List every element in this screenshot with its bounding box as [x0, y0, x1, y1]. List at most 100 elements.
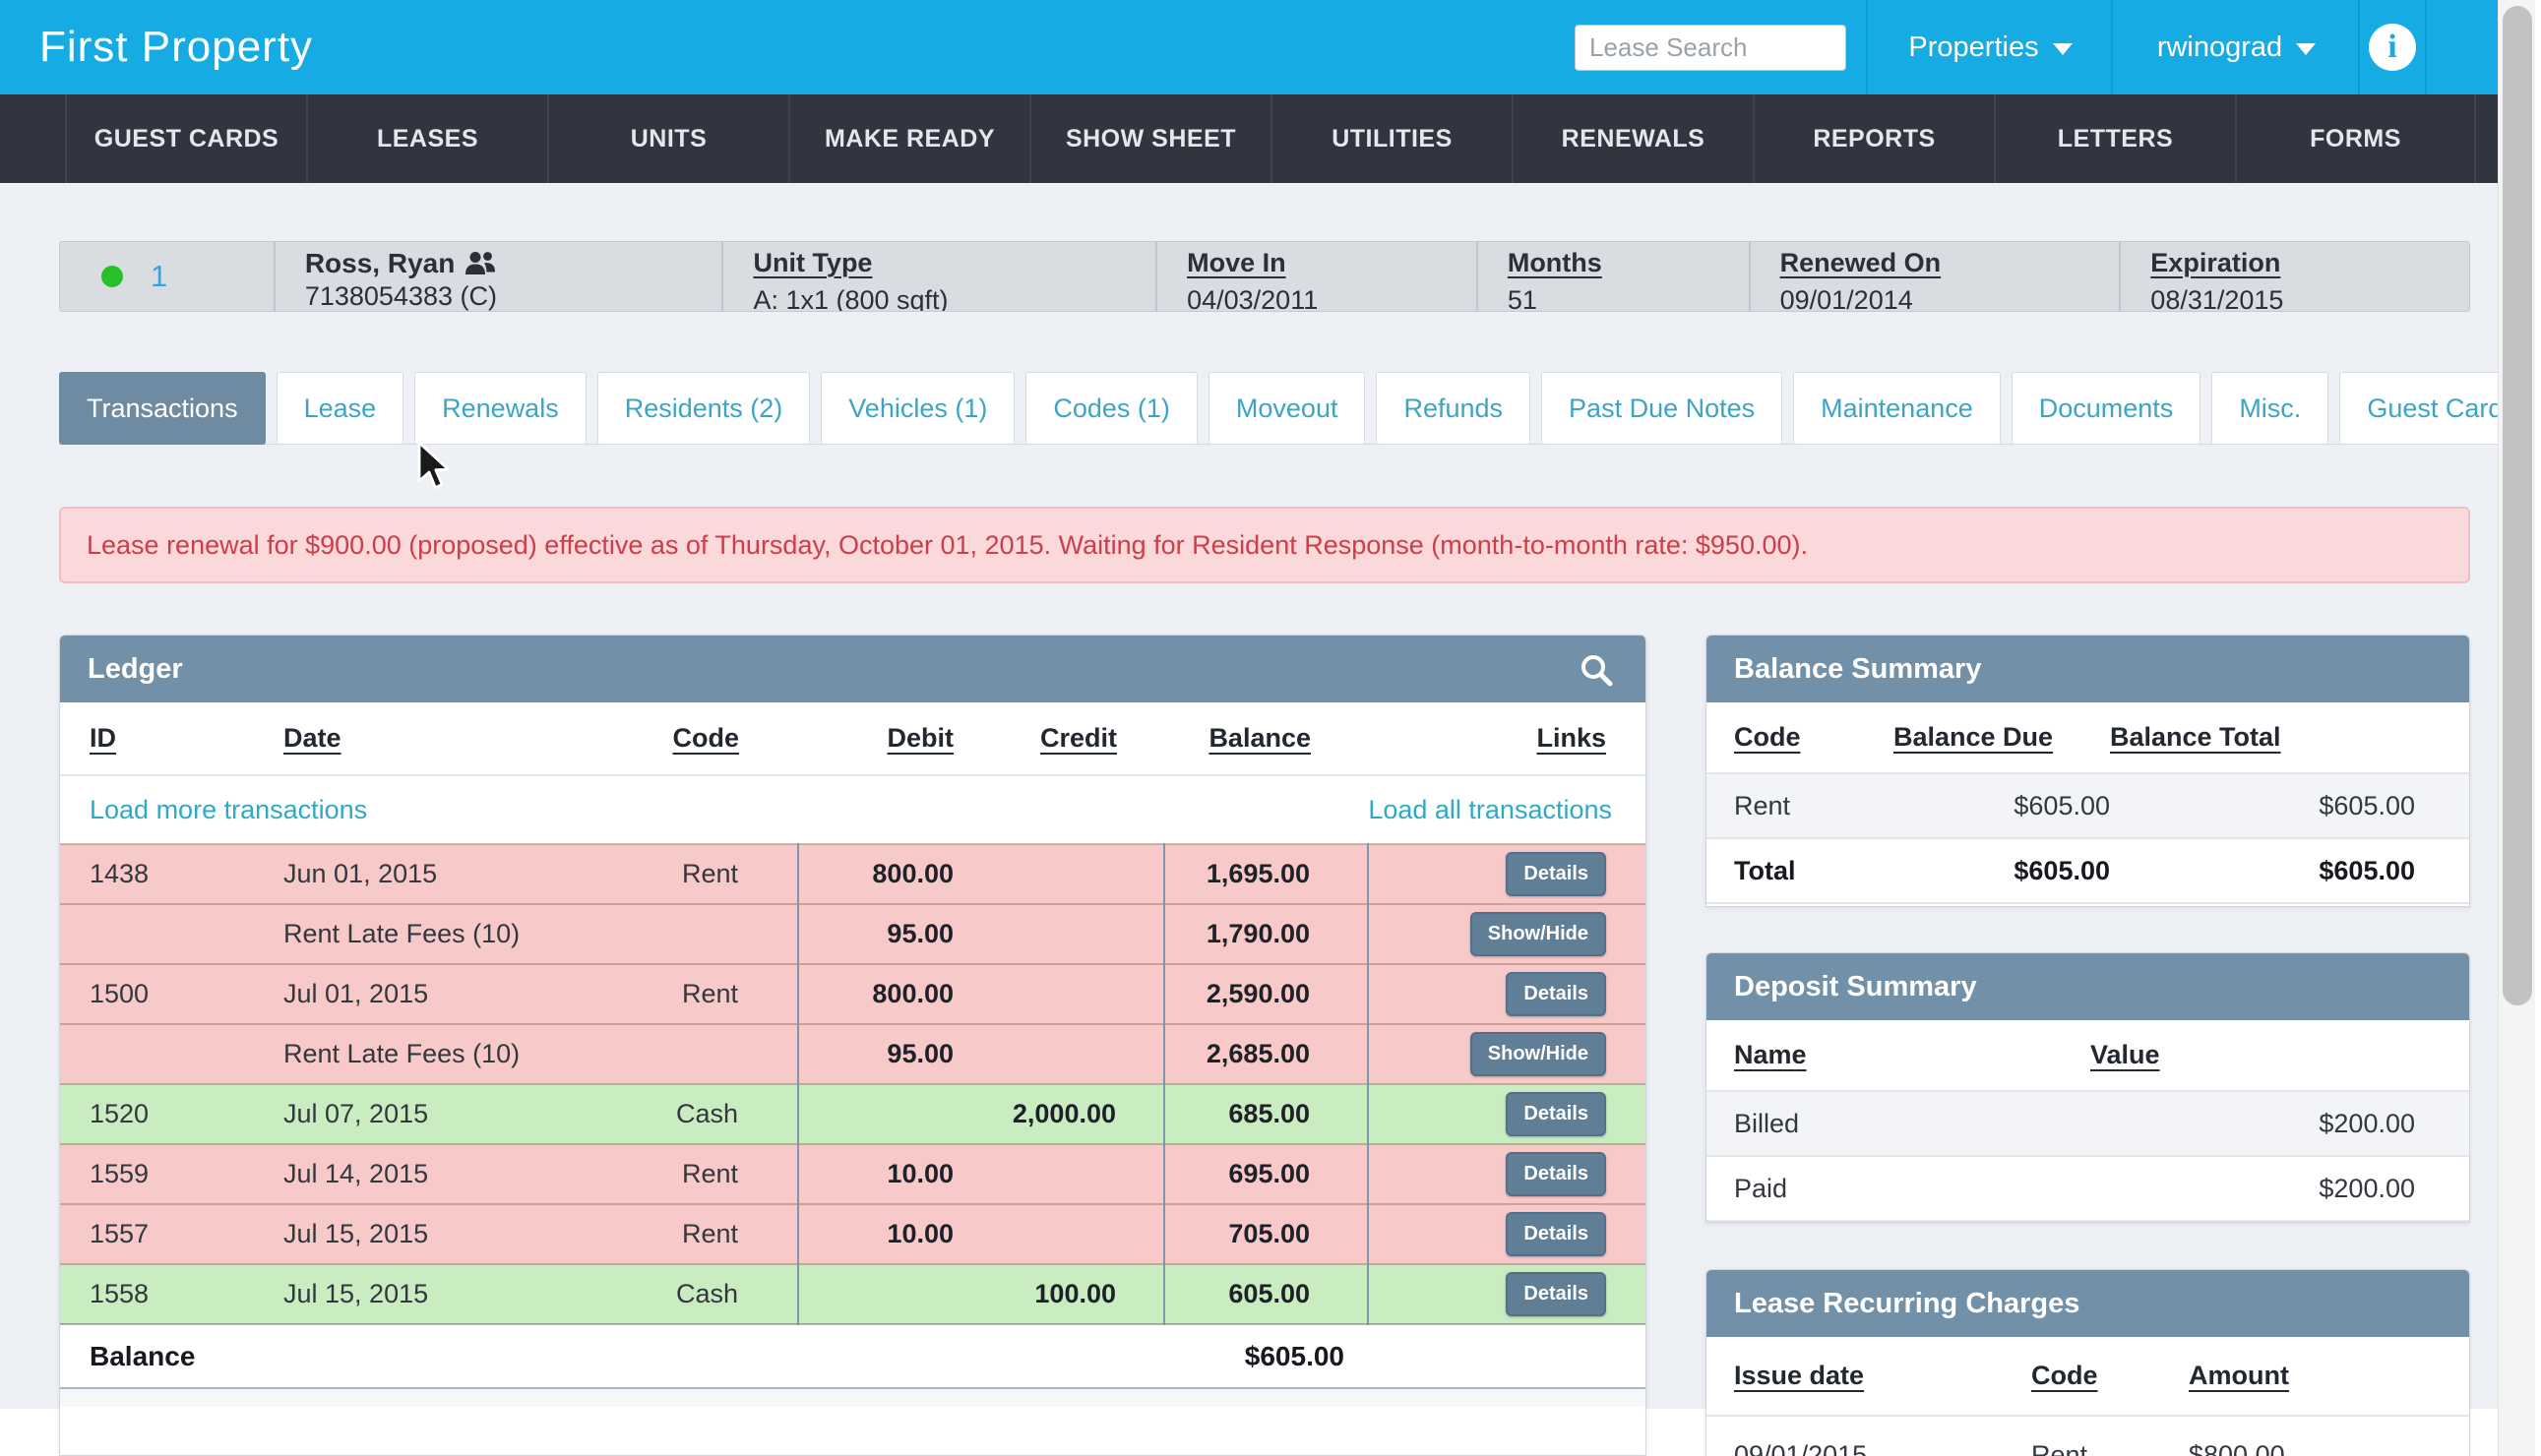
deposit-summary-table: Name Value Billed $200.00 Paid $200.00: [1706, 1020, 2469, 1222]
tab-transactions[interactable]: Transactions: [59, 372, 266, 445]
tab-renewals[interactable]: Renewals: [414, 372, 587, 445]
ledger-col-links[interactable]: Links: [1536, 723, 1606, 753]
details-button[interactable]: Details: [1506, 1092, 1606, 1136]
tab-residents[interactable]: Residents (2): [596, 372, 811, 445]
nav-item-units[interactable]: UNITS: [547, 94, 788, 183]
tab-maintenance[interactable]: Maintenance: [1793, 372, 2001, 445]
deposit-summary-title: Deposit Summary: [1734, 970, 1977, 1002]
tab-misc[interactable]: Misc.: [2211, 372, 2329, 445]
alert-text: Lease renewal for $900.00 (proposed) eff…: [87, 529, 1808, 560]
nav-item-show-sheet[interactable]: SHOW SHEET: [1029, 94, 1270, 183]
tab-vehicles[interactable]: Vehicles (1): [821, 372, 1016, 445]
months-label[interactable]: Months: [1507, 248, 1602, 277]
scrollbar-thumb[interactable]: [2503, 6, 2532, 1005]
tab-past-due-notes[interactable]: Past Due Notes: [1541, 372, 1783, 445]
tab-moveout[interactable]: Moveout: [1208, 372, 1366, 445]
ledger-col-credit[interactable]: Credit: [1039, 723, 1117, 753]
details-button[interactable]: Details: [1506, 1152, 1606, 1196]
table-row: 1520 Jul 07, 2015 Cash 2,000.00 685.00 D…: [60, 1083, 1645, 1144]
table-row: 1438 Jun 01, 2015 Rent 800.00 1,695.00 D…: [60, 843, 1645, 904]
nav-item-utilities[interactable]: UTILITIES: [1270, 94, 1512, 183]
search-input[interactable]: [1575, 25, 1846, 71]
bs-col-balance-due[interactable]: Balance Due: [1893, 722, 2054, 752]
show-hide-button[interactable]: Show/Hide: [1469, 1032, 1606, 1076]
ledger-col-balance[interactable]: Balance: [1209, 723, 1311, 753]
tenant-name: Ross, Ryan: [304, 248, 456, 278]
nav-item-reports[interactable]: REPORTS: [1753, 94, 1994, 183]
ledger-load-row: Load more transactions Load all transact…: [60, 776, 1645, 843]
lease-status-cell: 1: [60, 242, 274, 311]
renewed-on-label[interactable]: Renewed On: [1779, 248, 1942, 277]
table-row: 1557 Jul 15, 2015 Rent 10.00 705.00 Deta…: [60, 1203, 1645, 1264]
lease-recurring-charges-header: Lease Recurring Charges: [1706, 1270, 2469, 1337]
expiration-label[interactable]: Expiration: [2150, 248, 2281, 277]
info-icon[interactable]: i: [2369, 24, 2416, 71]
lease-recurring-charges-panel: Lease Recurring Charges Issue date Code …: [1705, 1269, 2470, 1456]
ledger-balance-row: Balance $605.00: [60, 1323, 1645, 1387]
ledger-table: 1438 Jun 01, 2015 Rent 800.00 1,695.00 D…: [60, 843, 1645, 1387]
header-divider: [2111, 0, 2113, 94]
table-row: Rent Late Fees (10) 95.00 2,685.00 Show/…: [60, 1023, 1645, 1084]
ledger-col-date[interactable]: Date: [283, 723, 341, 753]
nav-item-letters[interactable]: LETTERS: [1994, 94, 2235, 183]
ledger-balance-value: $605.00: [798, 1323, 1368, 1387]
header-divider: [1866, 0, 1868, 94]
ledger-col-debit[interactable]: Debit: [887, 723, 955, 753]
mouse-cursor-icon: [417, 441, 450, 489]
ledger-col-code[interactable]: Code: [672, 723, 740, 753]
rc-col-issue-date[interactable]: Issue date: [1734, 1361, 1865, 1390]
ledger-panel: Ledger ID Date Code Debit Credit Balance…: [59, 635, 1646, 1456]
tenant-name-cell: Ross, Ryan 7138054383 (C): [273, 242, 722, 311]
nav-item-guest-cards[interactable]: GUEST CARDS: [65, 94, 306, 183]
tab-lease[interactable]: Lease: [276, 372, 404, 445]
move-in-label[interactable]: Move In: [1187, 248, 1286, 277]
tenant-phone: 7138054383 (C): [304, 281, 497, 311]
lease-recurring-charges-table: Issue date Code Amount 09/01/2015 Rent $…: [1706, 1337, 2469, 1456]
lease-summary-bar: 1 Ross, Ryan 7138054383 (C) Unit Type A:…: [59, 241, 2470, 312]
show-hide-button[interactable]: Show/Hide: [1469, 912, 1606, 956]
ds-col-value[interactable]: Value: [2090, 1040, 2160, 1069]
rc-col-amount[interactable]: Amount: [2189, 1361, 2289, 1390]
details-button[interactable]: Details: [1506, 972, 1606, 1016]
header-divider: [2425, 0, 2427, 94]
ds-col-name[interactable]: Name: [1734, 1040, 1807, 1069]
nav-item-leases[interactable]: LEASES: [306, 94, 547, 183]
details-button[interactable]: Details: [1506, 852, 1606, 896]
balance-summary-header: Balance Summary: [1706, 636, 2469, 702]
renewed-on-value: 09/01/2014: [1779, 285, 1913, 311]
table-row: Total $605.00 $605.00: [1706, 838, 2469, 904]
lease-recurring-charges-title: Lease Recurring Charges: [1734, 1287, 2080, 1319]
bs-col-code[interactable]: Code: [1734, 722, 1801, 752]
unit-type-label[interactable]: Unit Type: [753, 248, 873, 277]
search-icon[interactable]: [1579, 652, 1614, 688]
nav-item-make-ready[interactable]: MAKE READY: [788, 94, 1029, 183]
months-cell: Months 51: [1475, 242, 1749, 311]
properties-menu[interactable]: Properties: [1868, 0, 2113, 94]
renewed-on-cell: Renewed On 09/01/2014: [1748, 242, 2120, 311]
unit-number: 1: [151, 259, 168, 293]
page-scrollbar[interactable]: [2498, 0, 2535, 1456]
chevron-down-icon: [2296, 43, 2317, 55]
top-header-bar: First Property Properties rwinograd i: [0, 0, 2541, 94]
rc-col-code[interactable]: Code: [2031, 1361, 2098, 1390]
details-button[interactable]: Details: [1506, 1272, 1606, 1316]
nav-item-forms[interactable]: FORMS: [2235, 94, 2476, 183]
load-more-link[interactable]: Load more transactions: [90, 794, 368, 824]
balance-summary-title: Balance Summary: [1734, 652, 1982, 685]
nav-item-renewals[interactable]: RENEWALS: [1512, 94, 1753, 183]
table-row: Rent Late Fees (10) 95.00 1,790.00 Show/…: [60, 903, 1645, 964]
table-row: Billed $200.00: [1706, 1091, 2469, 1157]
tab-documents[interactable]: Documents: [2011, 372, 2201, 445]
balance-summary-panel: Balance Summary Code Balance Due Balance…: [1705, 635, 2470, 907]
ledger-next-row-partial: [60, 1389, 1645, 1407]
tab-codes[interactable]: Codes (1): [1025, 372, 1198, 445]
ledger-header-table: ID Date Code Debit Credit Balance Links: [60, 702, 1645, 776]
load-all-link[interactable]: Load all transactions: [1368, 794, 1612, 824]
bs-col-balance-total[interactable]: Balance Total: [2110, 722, 2281, 752]
table-row: Paid $200.00: [1706, 1156, 2469, 1222]
ledger-col-id[interactable]: ID: [90, 723, 116, 753]
details-button[interactable]: Details: [1506, 1212, 1606, 1256]
unit-type-cell: Unit Type A: 1x1 (800 sqft): [721, 242, 1155, 311]
user-menu[interactable]: rwinograd: [2113, 0, 2360, 94]
tab-refunds[interactable]: Refunds: [1376, 372, 1531, 445]
